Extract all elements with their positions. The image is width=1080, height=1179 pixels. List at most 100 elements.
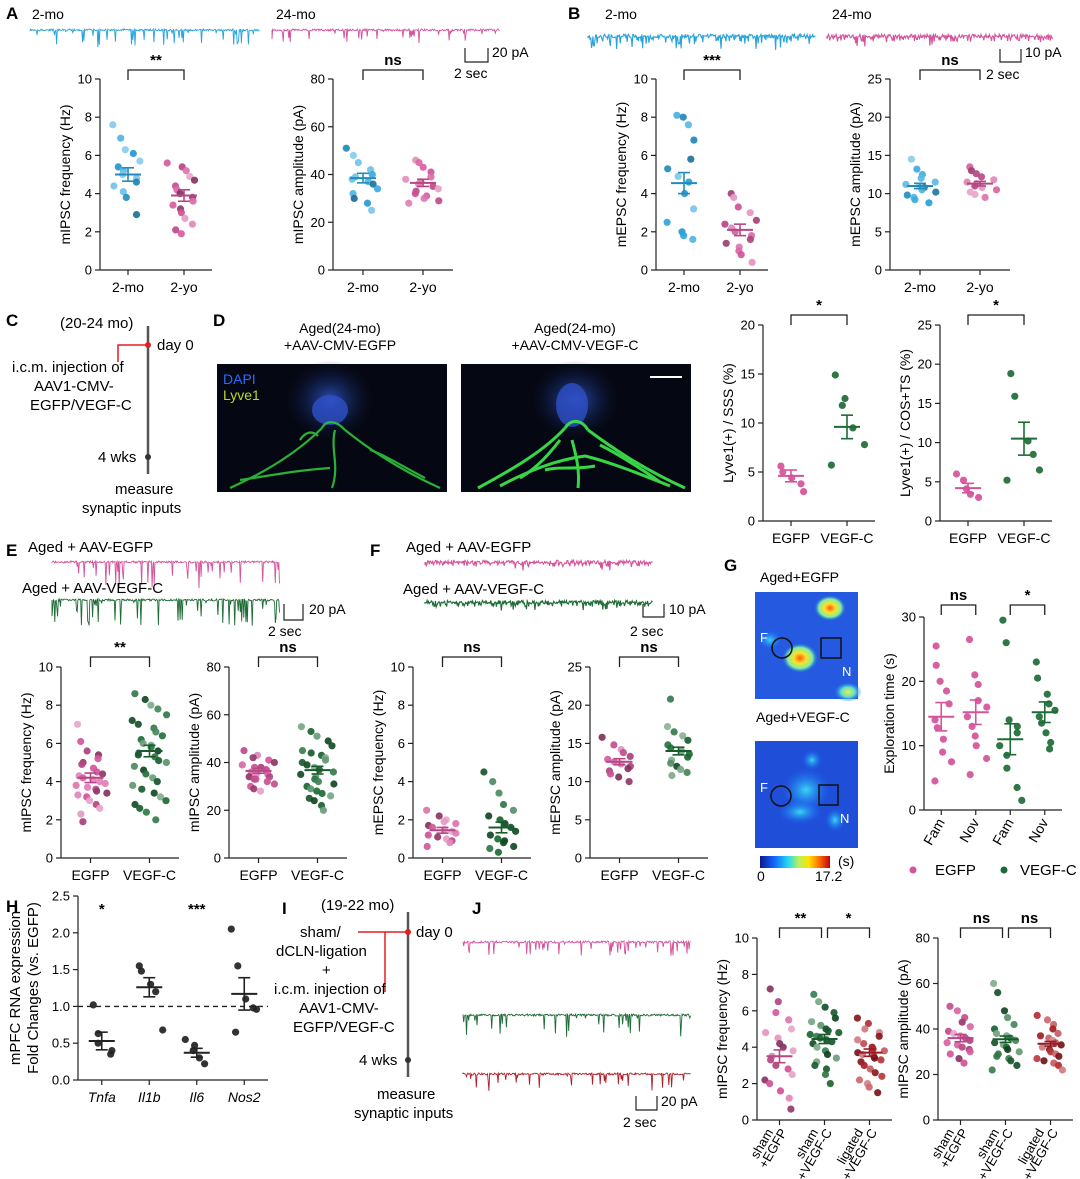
y-tick-label: 2 [46, 812, 53, 827]
y-tick-label: 15 [868, 148, 882, 163]
data-point [94, 755, 102, 763]
data-point [779, 1043, 787, 1051]
panel-a-trace-young [29, 27, 260, 48]
x-tick-label: EGFP [239, 867, 277, 883]
panel-g-map2-title: Aged+VEGF-C [756, 709, 850, 725]
data-point [933, 724, 941, 732]
panel-i-measure-line1: measure [377, 1086, 435, 1103]
panel-h-ylabel-line1: mPFC RNA expression [7, 911, 24, 1065]
data-point [990, 176, 998, 184]
data-point [440, 818, 448, 826]
panel-a-scale-bar: 20 pA 2 sec [454, 44, 529, 81]
data-point [835, 1029, 843, 1037]
y-tick-label: 10 [741, 416, 755, 431]
data-point [486, 831, 494, 839]
y-tick-label: 0 [925, 514, 932, 529]
data-point [73, 720, 82, 728]
data-point [435, 197, 443, 205]
y-tick-label: 0 [909, 803, 916, 818]
data-point [777, 462, 785, 470]
data-point [72, 781, 80, 790]
y-tick-label: 20 [741, 318, 755, 333]
panel-e-trace-egfp [51, 559, 280, 589]
data-point [1033, 1011, 1041, 1020]
data-point [673, 111, 681, 119]
data-point [509, 806, 517, 814]
panel-i-label: I [282, 899, 287, 918]
data-point [841, 394, 849, 403]
panel-e-label: E [6, 541, 17, 560]
object-familiar-circle [770, 785, 792, 807]
data-point [84, 783, 92, 791]
y-axis-label: Lyve1(+) / SSS (%) [720, 363, 736, 483]
data-point [511, 827, 520, 835]
data-point [434, 833, 442, 841]
panel-i-timeline: I (19-22 mo) day 0 sham/ dCLN-ligation +… [274, 897, 453, 1122]
data-point [939, 735, 948, 743]
y-tick-label: 15 [741, 367, 755, 382]
data-point [679, 732, 687, 740]
data-point [1029, 450, 1037, 458]
data-point [1035, 713, 1043, 721]
y-tick-label: 25 [918, 318, 932, 333]
data-point [232, 1028, 240, 1036]
y-tick-label: 15 [568, 736, 582, 751]
data-point [811, 1061, 819, 1069]
y-tick-label: 10 [568, 774, 582, 789]
y-tick-label: 4 [46, 774, 53, 789]
object-novel-square [820, 637, 842, 659]
data-point [767, 1056, 775, 1064]
scale-bar-lines [642, 604, 665, 618]
scale-current-label: 20 pA [492, 44, 529, 60]
y-tick-label: 2.5 [52, 889, 70, 904]
data-point [329, 768, 337, 776]
data-point [626, 752, 634, 761]
panel-e-freq-plot: 0 2 4 6 8 10 mIPSC frequency (Hz) EGFP VEGF-C ** [18, 639, 179, 883]
data-point [827, 461, 836, 469]
data-point [1003, 764, 1011, 772]
data-point [77, 737, 85, 746]
data-point [689, 235, 697, 243]
panel-e-trace1-label: Aged + AAV-EGFP [28, 539, 153, 556]
significance-label: * [1025, 587, 1031, 604]
week4-marker [145, 454, 151, 460]
y-tick-label: 8 [641, 110, 648, 125]
data-point [787, 1105, 795, 1113]
data-point [242, 995, 250, 1003]
panel-f-trace1-label: Aged + AAV-EGFP [406, 539, 531, 556]
data-point [821, 1003, 829, 1011]
data-point [684, 753, 692, 761]
y-axis-label: Exploration time (s) [881, 653, 897, 774]
y-tick-label: 60 [311, 119, 325, 134]
data-point [138, 785, 146, 793]
y-tick-label: 25 [568, 660, 582, 675]
data-point [668, 771, 676, 780]
legend-egfp-marker [909, 866, 917, 874]
scale-current-label: 10 pA [1025, 44, 1062, 60]
data-point [150, 789, 158, 797]
y-tick-label: 8 [46, 698, 53, 713]
data-point [263, 778, 271, 786]
significance-bracket [362, 69, 424, 80]
data-point [486, 844, 494, 853]
data-point [625, 778, 633, 786]
data-point [132, 211, 141, 219]
data-point [1018, 796, 1026, 805]
data-point [177, 209, 185, 217]
data-point [119, 188, 127, 196]
y-tick-label: 0 [641, 263, 648, 278]
data-point [1033, 1055, 1041, 1063]
significance-label: ns [279, 639, 297, 656]
y-tick-label: 40 [311, 167, 325, 182]
panel-e-trace2-label: Aged + AAV-VEGF-C [22, 580, 163, 597]
data-point [1015, 1048, 1023, 1056]
significance-bracket [257, 656, 319, 667]
y-tick-label: 80 [311, 72, 325, 87]
significance-label: ns [1021, 910, 1039, 927]
colorbar-max: 17.2 [815, 868, 842, 884]
data-point [310, 797, 318, 805]
panel-a-group2-label: 24-mo [276, 6, 316, 22]
panel-a-label: A [6, 4, 18, 23]
scale-bar-lines [283, 604, 304, 621]
legend-lyve1: Lyve1 [223, 387, 260, 403]
